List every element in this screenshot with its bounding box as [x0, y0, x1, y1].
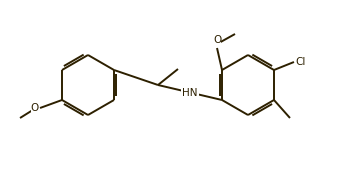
Text: O: O — [31, 103, 39, 113]
Text: HN: HN — [182, 87, 198, 98]
Text: Cl: Cl — [295, 57, 305, 67]
Text: O: O — [213, 35, 221, 45]
